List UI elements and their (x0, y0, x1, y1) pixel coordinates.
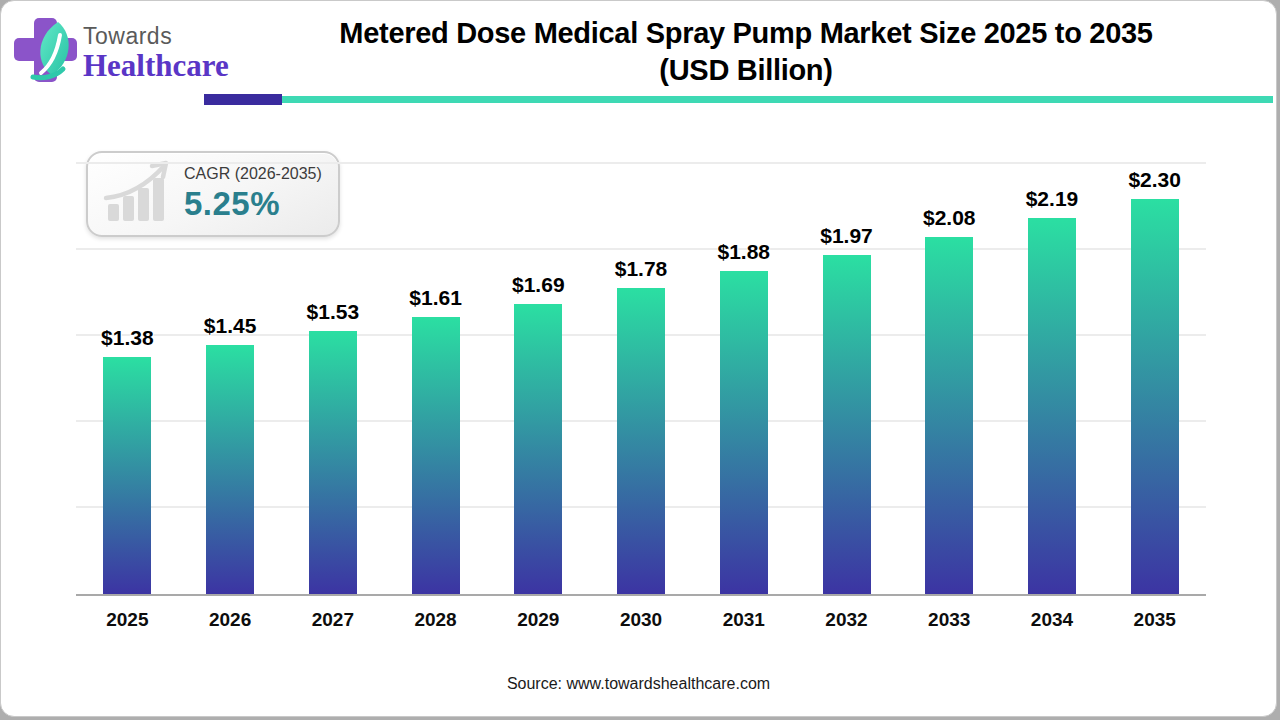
bar-value-label: $2.08 (923, 206, 976, 230)
bar (823, 255, 871, 594)
bar (1131, 199, 1179, 594)
source-note: Source: www.towardshealthcare.com (1, 675, 1276, 693)
x-axis-label: 2027 (281, 609, 384, 631)
bar-value-label: $2.30 (1128, 168, 1181, 192)
x-axis-label: 2026 (179, 609, 282, 631)
divider-purple-segment (204, 94, 282, 105)
bar (925, 237, 973, 594)
bar-value-label: $1.88 (717, 240, 770, 264)
x-axis-labels: 2025202620272028202920302031203220332034… (76, 609, 1206, 631)
bar (1028, 218, 1076, 594)
bar-column: $1.45 (179, 130, 282, 594)
bar-column: $1.61 (384, 130, 487, 594)
bar-column: $2.19 (1001, 130, 1104, 594)
bar-column: $1.38 (76, 130, 179, 594)
x-axis-label: 2029 (487, 609, 590, 631)
bar-value-label: $2.19 (1026, 187, 1079, 211)
x-axis-label: 2028 (384, 609, 487, 631)
bar-value-label: $1.53 (307, 300, 360, 324)
bar-value-label: $1.69 (512, 273, 565, 297)
bar (206, 345, 254, 594)
plot-area: $1.38 $1.45 $1.53 $1.61 $1.69 $1.78 $1.88 $1.97… (76, 130, 1206, 596)
x-axis-label: 2033 (898, 609, 1001, 631)
cross-leaf-icon (11, 15, 79, 91)
header-divider (204, 94, 1273, 105)
page-title-line2: (USD Billion) (659, 54, 832, 86)
bar-value-label: $1.61 (409, 286, 462, 310)
page-title-line1: Metered Dose Medical Spray Pump Market S… (339, 17, 1152, 49)
infographic-card: Towards Healthcare Metered Dose Medical … (0, 0, 1277, 717)
bar-column: $1.69 (487, 130, 590, 594)
x-axis-label: 2032 (795, 609, 898, 631)
x-axis-label: 2034 (1001, 609, 1104, 631)
bar-column: $2.30 (1103, 130, 1206, 594)
x-axis-label: 2035 (1103, 609, 1206, 631)
bar-column: $2.08 (898, 130, 1001, 594)
bar (103, 357, 151, 594)
x-axis-label: 2031 (692, 609, 795, 631)
bar-column: $1.97 (795, 130, 898, 594)
bar (617, 288, 665, 594)
towards-healthcare-logo: Towards Healthcare (11, 15, 229, 91)
bar (309, 331, 357, 594)
bar (514, 304, 562, 594)
divider-teal-segment (282, 96, 1273, 103)
bar-column: $1.53 (281, 130, 384, 594)
bar-value-label: $1.45 (204, 314, 257, 338)
bar (720, 271, 768, 594)
x-axis-label: 2025 (76, 609, 179, 631)
bar (412, 317, 460, 594)
bar-column: $1.88 (692, 130, 795, 594)
brand-name-top: Towards (83, 25, 229, 48)
x-axis-label: 2030 (590, 609, 693, 631)
logo-wordmark: Towards Healthcare (83, 25, 229, 81)
bar-value-label: $1.38 (101, 326, 154, 350)
bar-value-label: $1.97 (820, 224, 873, 248)
brand-name-bottom: Healthcare (83, 50, 229, 81)
bar-value-label: $1.78 (615, 257, 668, 281)
bar-column: $1.78 (590, 130, 693, 594)
page-title: Metered Dose Medical Spray Pump Market S… (281, 15, 1211, 89)
